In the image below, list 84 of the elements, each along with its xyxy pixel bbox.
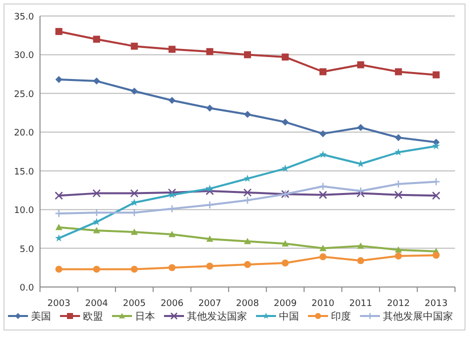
point [319,68,326,76]
point [318,182,328,190]
y-tick-label: 20.0 [14,128,34,139]
point [206,48,214,56]
point [206,235,214,242]
y-tick-label: 5.0 [20,244,34,255]
point [356,186,365,196]
x-tick-label: 2009 [274,299,297,309]
point [168,96,176,104]
point [55,224,62,230]
point [130,88,138,95]
point [432,191,440,200]
y-tick-label: 10.0 [14,206,34,216]
point [394,252,402,260]
point [206,262,214,270]
point [168,230,176,238]
point [206,186,214,196]
point [130,42,138,50]
x-tick-label: 2011 [349,299,372,309]
legend-label: 印度 [331,310,351,322]
point [319,150,327,158]
legend-label: 中国 [279,310,299,322]
point [282,259,289,266]
point [357,61,364,68]
x-tick-label: 2008 [236,299,260,309]
x-tick-label: 2005 [122,299,146,309]
point [244,110,251,118]
point [54,191,64,200]
y-tick-label: 35.0 [14,12,34,22]
x-tick-label: 2012 [386,299,410,309]
point [394,246,402,253]
point [168,46,176,53]
point [206,104,214,112]
legend-label: 日本 [135,310,155,322]
legend-label: 其他发达国家 [187,310,247,322]
legend-label: 欧盟 [83,310,103,322]
point [130,189,138,198]
point [168,264,176,272]
point [394,68,402,76]
point [55,76,62,83]
point [282,240,289,246]
x-tick-label: 2010 [312,299,335,309]
point [319,244,326,252]
point [244,238,251,244]
point [282,54,289,61]
point [206,200,214,210]
point [432,71,440,78]
point [357,257,364,264]
point [319,253,326,260]
point [244,51,251,58]
point [357,124,364,131]
point [92,189,101,198]
point [394,190,403,200]
point [55,28,62,35]
point [243,188,252,197]
y-tick-label: 15.0 [14,167,34,178]
point [130,228,138,235]
point [357,242,364,249]
point [432,252,440,259]
x-tick-label: 2006 [160,299,184,309]
point [319,130,326,138]
x-tick-label: 2007 [198,299,222,309]
point [282,118,289,126]
y-tick-label: 30.0 [14,51,34,62]
y-tick-label: 25.0 [14,90,34,100]
point [244,261,251,268]
point [93,36,100,43]
y-tick-label: 0.0 [20,284,34,294]
x-tick-label: 2013 [424,299,448,309]
point [394,180,403,188]
point [93,226,100,234]
x-tick-label: 2004 [85,299,108,309]
point [394,134,402,142]
legend-label: 美国 [31,310,51,322]
point [318,190,328,200]
point [243,196,252,204]
legend-label: 其他发展中国家 [383,310,453,322]
point [130,266,138,273]
point [55,266,62,273]
point [93,78,100,85]
x-tick-label: 2003 [47,299,70,309]
point [92,218,100,226]
point [432,142,440,150]
point [93,266,100,273]
